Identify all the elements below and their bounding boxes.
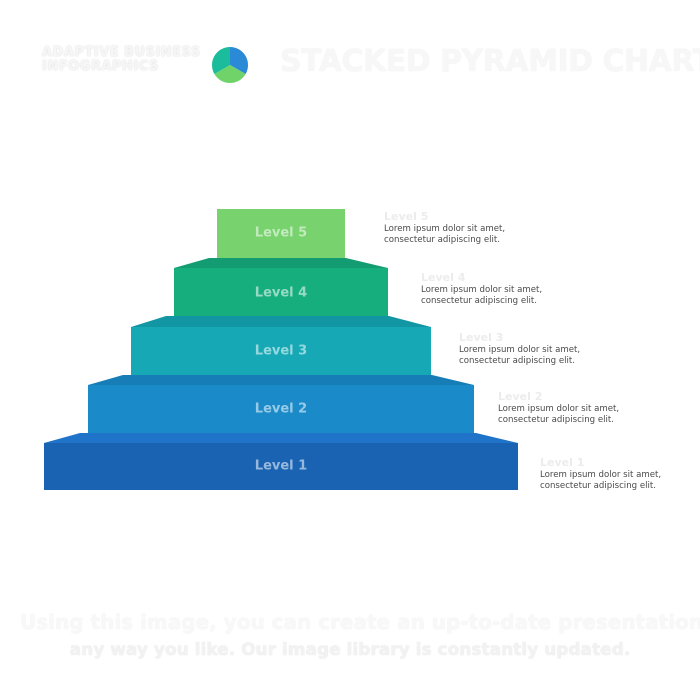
step-label-level-5: Level 5 bbox=[254, 225, 308, 241]
callout-text-line-1: Lorem ipsum dolor sit amet, bbox=[498, 404, 620, 414]
pyramid-step-level-4 bbox=[174, 258, 388, 316]
brand-line-1: ADAPTIVE BUSINESS bbox=[42, 45, 201, 60]
step-label-level-4: Level 4 bbox=[254, 285, 308, 301]
step-label-level-2: Level 2 bbox=[254, 401, 308, 417]
brand-line-2: INFOGRAPHICS bbox=[42, 59, 159, 74]
callout-text-line-2: consectetur adipiscing elit. bbox=[459, 356, 575, 366]
footer-line-2: any way you like. Our image library is c… bbox=[69, 640, 631, 660]
brand-wordmark: ADAPTIVE BUSINESS INFOGRAPHICS bbox=[42, 46, 202, 74]
step-label-level-1: Level 1 bbox=[254, 458, 308, 474]
step-label-level-3: Level 3 bbox=[254, 343, 308, 359]
callout-text-line-2: consectetur adipiscing elit. bbox=[498, 415, 614, 425]
footer-line-1: Using this image, you can create an up-t… bbox=[20, 610, 700, 634]
pyramid-step-level-5 bbox=[217, 209, 345, 258]
callout-text-line-2: consectetur adipiscing elit. bbox=[421, 296, 537, 306]
pyramid-step-level-1 bbox=[44, 433, 518, 490]
callout-heading: Level 1 bbox=[540, 456, 585, 469]
callout-text-line-2: consectetur adipiscing elit. bbox=[540, 481, 656, 491]
pie-logo-icon bbox=[211, 46, 249, 84]
callout-heading: Level 5 bbox=[384, 210, 429, 223]
callout-level-4: Level 4 Lorem ipsum dolor sit amet, cons… bbox=[421, 271, 581, 307]
callout-level-1: Level 1 Lorem ipsum dolor sit amet, cons… bbox=[540, 456, 700, 492]
callout-text-line-2: consectetur adipiscing elit. bbox=[384, 235, 500, 245]
callout-text-line-1: Lorem ipsum dolor sit amet, bbox=[540, 470, 662, 480]
callout-text-line-1: Lorem ipsum dolor sit amet, bbox=[459, 345, 581, 355]
pyramid-step-level-2 bbox=[88, 375, 474, 433]
callout-level-2: Level 2 Lorem ipsum dolor sit amet, cons… bbox=[498, 390, 658, 426]
footer-caption: Using this image, you can create an up-t… bbox=[20, 608, 700, 664]
callout-heading: Level 4 bbox=[421, 271, 466, 284]
callout-text-line-1: Lorem ipsum dolor sit amet, bbox=[384, 224, 506, 234]
callout-heading: Level 2 bbox=[498, 390, 543, 403]
callout-heading: Level 3 bbox=[459, 331, 504, 344]
callout-level-3: Level 3 Lorem ipsum dolor sit amet, cons… bbox=[459, 331, 619, 367]
page-title: STACKED PYRAMID CHART bbox=[280, 44, 700, 79]
pyramid-step-level-3 bbox=[131, 316, 431, 375]
callout-text-line-1: Lorem ipsum dolor sit amet, bbox=[421, 285, 543, 295]
callout-level-5: Level 5 Lorem ipsum dolor sit amet, cons… bbox=[384, 210, 544, 246]
